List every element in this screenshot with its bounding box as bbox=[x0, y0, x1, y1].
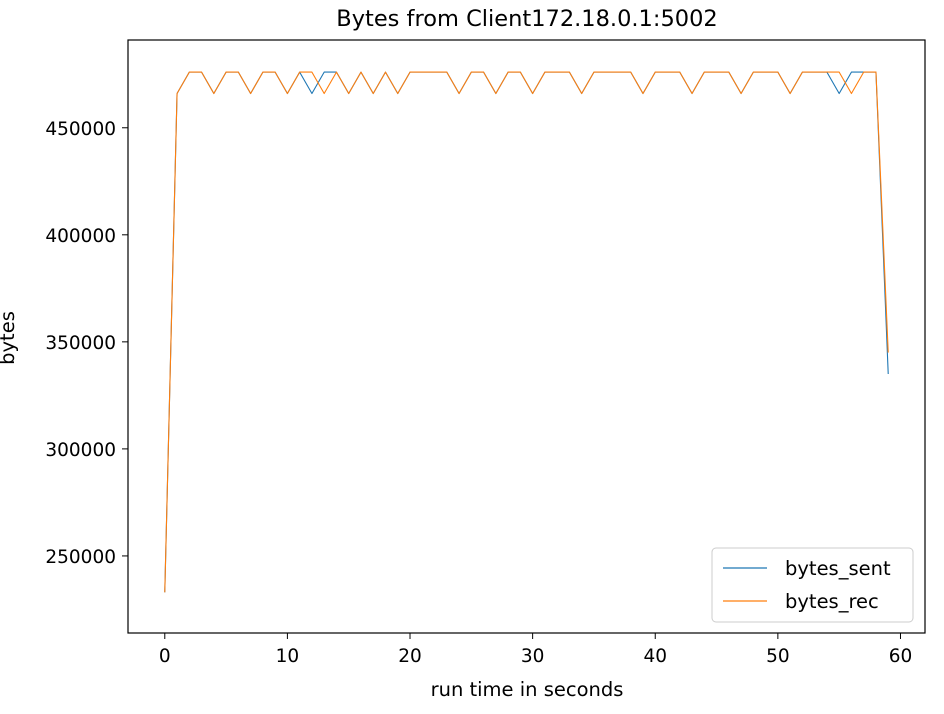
x-tick-label: 20 bbox=[398, 646, 422, 667]
plot-area bbox=[127, 39, 926, 634]
x-tick-label: 50 bbox=[766, 646, 790, 667]
series-line-bytes-rec bbox=[164, 71, 889, 593]
x-tick-label: 60 bbox=[889, 646, 913, 667]
legend: bytes_sent bytes_rec bbox=[711, 547, 914, 623]
y-tick-label: 350000 bbox=[45, 333, 116, 354]
y-tick-label: 400000 bbox=[45, 226, 116, 247]
x-axis: 0 10 20 30 40 50 60 bbox=[159, 633, 912, 667]
x-tick-label: 40 bbox=[643, 646, 667, 667]
legend-label-bytes-rec: bytes_rec bbox=[785, 590, 879, 613]
y-axis-title: bytes bbox=[0, 311, 19, 365]
y-tick-label: 250000 bbox=[45, 547, 116, 568]
y-tick-label: 450000 bbox=[45, 119, 116, 140]
legend-box bbox=[711, 547, 914, 623]
x-tick-label: 10 bbox=[276, 646, 300, 667]
legend-label-bytes-sent: bytes_sent bbox=[785, 557, 891, 580]
y-axis: 250000 300000 350000 400000 450000 bbox=[45, 119, 128, 568]
plot-background bbox=[128, 40, 925, 633]
y-tick-label: 300000 bbox=[45, 440, 116, 461]
chart-title: Bytes from Client172.18.0.1:5002 bbox=[336, 6, 717, 32]
plot-frame bbox=[127, 39, 926, 634]
series-layer bbox=[164, 71, 889, 593]
x-tick-label: 30 bbox=[521, 646, 545, 667]
x-tick-label: 0 bbox=[159, 646, 171, 667]
x-axis-title: run time in seconds bbox=[431, 678, 624, 701]
